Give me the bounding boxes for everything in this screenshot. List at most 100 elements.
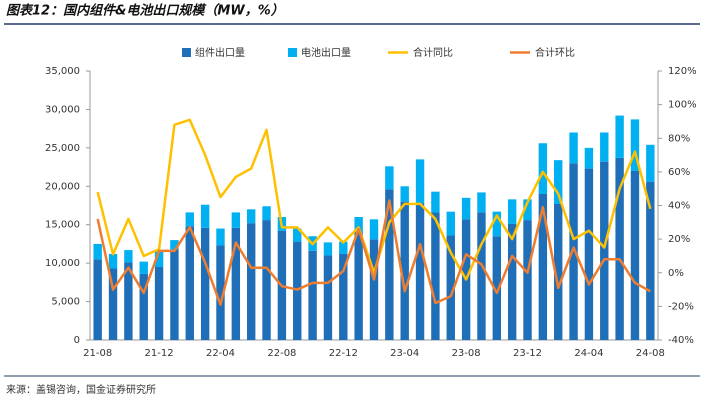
bar	[600, 132, 609, 162]
y-tick-label: 5,000	[51, 297, 80, 308]
bar	[369, 239, 379, 340]
y2-tick-label: 60%	[668, 167, 690, 178]
bar	[492, 211, 502, 237]
y2-tick-label: -20%	[668, 301, 694, 312]
x-tick-label: 22-04	[206, 348, 235, 359]
bar	[646, 144, 655, 182]
bar	[262, 220, 271, 340]
x-tick-label: 22-08	[267, 348, 296, 359]
bar	[523, 220, 532, 340]
bar	[124, 250, 133, 263]
bar	[446, 211, 455, 236]
bar	[154, 266, 164, 340]
bar	[369, 219, 379, 240]
bar	[538, 193, 548, 340]
bar	[170, 249, 179, 340]
x-tick-label: 22-12	[329, 348, 358, 359]
bar	[339, 253, 348, 340]
bar	[400, 201, 409, 340]
x-tick-label: 23-08	[452, 348, 481, 359]
y-tick-label: 20,000	[45, 181, 80, 192]
bar	[431, 191, 440, 213]
bar	[339, 241, 348, 254]
bar	[246, 223, 256, 340]
y2-tick-label: 40%	[668, 201, 690, 212]
bar	[200, 227, 210, 340]
legend-label: 组件出口量	[195, 46, 245, 59]
bar	[323, 255, 333, 340]
bar	[554, 160, 563, 204]
y2-tick-label: 20%	[668, 234, 690, 245]
bar	[630, 170, 640, 340]
bar	[477, 212, 486, 340]
x-tick-label: 21-08	[83, 348, 112, 359]
bar	[600, 161, 609, 340]
bar	[108, 268, 118, 340]
bar	[385, 166, 394, 190]
bar	[400, 186, 409, 202]
bar	[293, 228, 302, 242]
bar	[615, 115, 624, 158]
bar	[415, 203, 425, 340]
bar	[93, 243, 102, 260]
x-tick-label: 21-12	[145, 348, 174, 359]
bar	[354, 217, 363, 233]
legend-label: 合计环比	[535, 46, 575, 59]
x-tick-label: 23-04	[390, 348, 419, 359]
bar	[538, 143, 548, 194]
bar	[615, 157, 624, 340]
bar	[139, 273, 148, 340]
bar	[523, 199, 532, 221]
bar	[108, 253, 118, 269]
bar	[185, 212, 194, 227]
y-tick-label: 30,000	[45, 104, 80, 115]
y2-tick-label: 0%	[668, 268, 684, 279]
bar	[461, 197, 471, 220]
bar	[646, 181, 655, 340]
bar	[554, 203, 563, 340]
legend-swatch	[182, 48, 191, 57]
bar	[415, 159, 425, 204]
x-tick-label: 24-08	[636, 348, 665, 359]
bar	[584, 147, 594, 169]
y-tick-label: 35,000	[45, 66, 80, 77]
bar	[584, 168, 594, 340]
bar	[231, 212, 241, 228]
bar	[569, 163, 578, 340]
legend-label: 合计同比	[413, 46, 453, 59]
bar	[200, 204, 210, 228]
bar	[246, 209, 256, 224]
bar	[630, 119, 640, 171]
y-tick-label: 15,000	[45, 220, 80, 231]
bar	[124, 262, 133, 340]
bar	[154, 251, 164, 267]
bar	[385, 189, 394, 340]
bar	[231, 227, 241, 340]
source: 来源：盖锡咨询，国金证券研究所	[6, 383, 156, 396]
bar	[477, 192, 486, 213]
bar	[446, 235, 455, 340]
bar	[93, 259, 102, 340]
legend-swatch	[288, 48, 297, 57]
legend-label: 电池出口量	[301, 46, 351, 59]
bar	[185, 226, 194, 340]
bar	[507, 223, 517, 340]
bar	[323, 242, 333, 256]
bar	[308, 250, 317, 340]
y2-tick-label: -40%	[668, 335, 694, 346]
y-tick-label: 0	[74, 335, 80, 346]
line	[96, 199, 651, 306]
y2-tick-label: 120%	[668, 66, 697, 77]
x-tick-label: 23-12	[513, 348, 542, 359]
bar	[216, 245, 225, 340]
bar	[139, 261, 148, 274]
y-tick-label: 10,000	[45, 258, 80, 269]
bar	[262, 206, 271, 221]
bar	[170, 240, 179, 250]
bar	[431, 212, 440, 340]
bar	[492, 236, 502, 340]
bar	[216, 228, 225, 246]
bar	[569, 132, 578, 164]
line	[96, 118, 652, 281]
